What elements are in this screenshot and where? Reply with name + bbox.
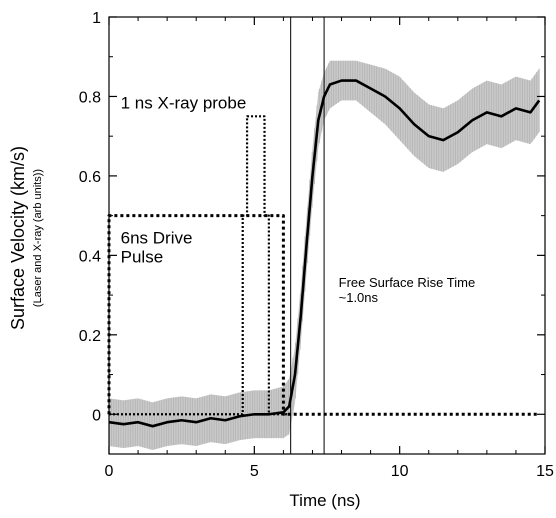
x-axis-label: Time (ns) (289, 491, 360, 510)
reference-lines-layer (290, 17, 325, 454)
series-line-velocity (108, 79, 541, 428)
x-tick-label: 15 (536, 463, 554, 480)
annotation-text: 6ns Drive (121, 228, 193, 247)
y-tick-label: 1 (92, 10, 101, 27)
x-tick-label: 0 (105, 463, 114, 480)
ticks-layer: 0 5 10 15 0 0.2 0.4 0.6 0.8 1 (79, 10, 554, 480)
series-line-x-ray-probe (109, 115, 293, 416)
annotation-text: Free Surface Rise Time (339, 275, 476, 290)
plot-frame (108, 16, 546, 455)
y-tick-label: 0.6 (79, 169, 101, 186)
y-axis-sublabel: (Laser and X-ray (arb units)) (32, 169, 44, 307)
y-tick-label: 0 (92, 407, 101, 424)
annotation-text: 1 ns X-ray probe (121, 93, 247, 112)
y-tick-label: 0.4 (79, 248, 101, 265)
x-tick-label: 10 (391, 463, 409, 480)
y-tick-label: 0.8 (79, 89, 101, 106)
annotation-text: Pulse (121, 247, 164, 266)
y-axis-label: Surface Velocity (km/s) (8, 146, 28, 330)
y-tick-label: 0.2 (79, 328, 101, 345)
x-tick-label: 5 (250, 463, 259, 480)
annotation-text: ~1.0ns (339, 290, 379, 305)
